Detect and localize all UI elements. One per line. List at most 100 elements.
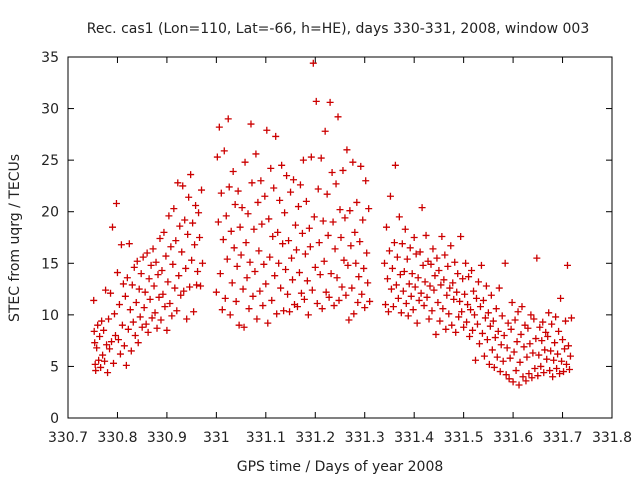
data-point	[246, 258, 254, 266]
data-point	[509, 378, 517, 386]
data-point	[446, 284, 454, 292]
data-point	[228, 279, 236, 287]
data-point	[279, 240, 287, 248]
data-point	[494, 327, 502, 335]
data-point	[155, 293, 163, 301]
data-point	[113, 269, 121, 277]
data-point	[183, 315, 191, 323]
data-point	[531, 364, 539, 372]
data-point	[117, 241, 125, 249]
data-point	[482, 282, 490, 290]
data-point	[504, 319, 512, 327]
data-point	[312, 97, 320, 105]
data-point	[321, 127, 329, 135]
data-point	[351, 228, 359, 236]
data-point	[328, 169, 336, 177]
data-point	[425, 315, 433, 323]
data-point	[419, 261, 427, 269]
data-point	[110, 310, 118, 318]
data-point	[510, 348, 518, 356]
data-point	[563, 360, 571, 368]
data-point	[270, 184, 278, 192]
data-point	[548, 320, 556, 328]
data-point	[145, 275, 153, 283]
data-point	[527, 311, 535, 319]
data-point	[184, 230, 192, 238]
data-point	[468, 267, 476, 275]
data-point	[195, 209, 203, 217]
data-point	[185, 193, 193, 201]
data-point	[294, 203, 302, 211]
data-point	[537, 362, 545, 370]
data-point	[123, 274, 131, 282]
data-point	[562, 317, 570, 325]
data-point	[298, 229, 306, 237]
data-point	[489, 317, 497, 325]
data-point	[528, 374, 536, 382]
data-point	[549, 373, 557, 381]
data-point	[546, 367, 554, 375]
data-point	[152, 258, 160, 266]
data-point	[136, 313, 144, 321]
data-point	[133, 257, 141, 265]
data-point	[94, 321, 102, 329]
data-point	[365, 205, 373, 213]
x-axis-label: GPS time / Days of year 2008	[237, 459, 444, 475]
x-tick-label: 331.8	[592, 430, 632, 446]
data-point	[360, 264, 368, 272]
data-point	[483, 336, 491, 344]
data-point	[563, 261, 571, 269]
data-point	[538, 337, 546, 345]
data-point	[534, 372, 542, 380]
data-point	[240, 323, 248, 331]
data-point	[334, 113, 342, 121]
data-point	[347, 242, 355, 250]
data-point	[502, 371, 510, 379]
data-point	[554, 350, 562, 358]
data-point	[520, 343, 528, 351]
data-point	[106, 345, 114, 353]
data-point	[199, 259, 207, 267]
data-point	[192, 202, 200, 210]
data-point	[401, 225, 409, 233]
data-point	[129, 318, 137, 326]
data-point	[357, 162, 365, 170]
data-point	[181, 216, 189, 224]
y-tick-label: 35	[41, 50, 59, 66]
data-point	[523, 353, 531, 361]
data-point	[167, 243, 175, 251]
data-point	[132, 298, 140, 306]
data-point	[319, 217, 327, 225]
data-point	[555, 327, 563, 335]
data-point	[343, 146, 351, 154]
y-tick-label: 25	[41, 153, 59, 169]
data-point	[457, 232, 465, 240]
data-point	[539, 318, 547, 326]
data-point	[416, 248, 424, 256]
data-point	[460, 323, 468, 331]
data-point	[223, 255, 231, 263]
data-point	[149, 245, 157, 253]
y-axis: 0 5 10 15 20 25 30 35	[41, 50, 612, 427]
data-point	[122, 361, 130, 369]
data-point	[542, 328, 550, 336]
data-point	[320, 257, 328, 265]
data-point	[316, 271, 324, 279]
data-point	[540, 369, 548, 377]
data-point	[329, 218, 337, 226]
data-point	[484, 309, 492, 317]
data-point	[469, 326, 477, 334]
data-point	[499, 357, 507, 365]
data-point	[141, 288, 149, 296]
data-point	[229, 167, 237, 175]
x-tick-label: 331.1	[246, 430, 286, 446]
data-point	[276, 196, 284, 204]
data-point	[544, 333, 552, 341]
data-point	[427, 260, 435, 268]
data-point	[490, 363, 498, 371]
data-point	[242, 239, 250, 247]
data-point	[100, 326, 108, 334]
data-point	[565, 366, 573, 374]
data-point	[413, 319, 421, 327]
data-point	[411, 283, 419, 291]
